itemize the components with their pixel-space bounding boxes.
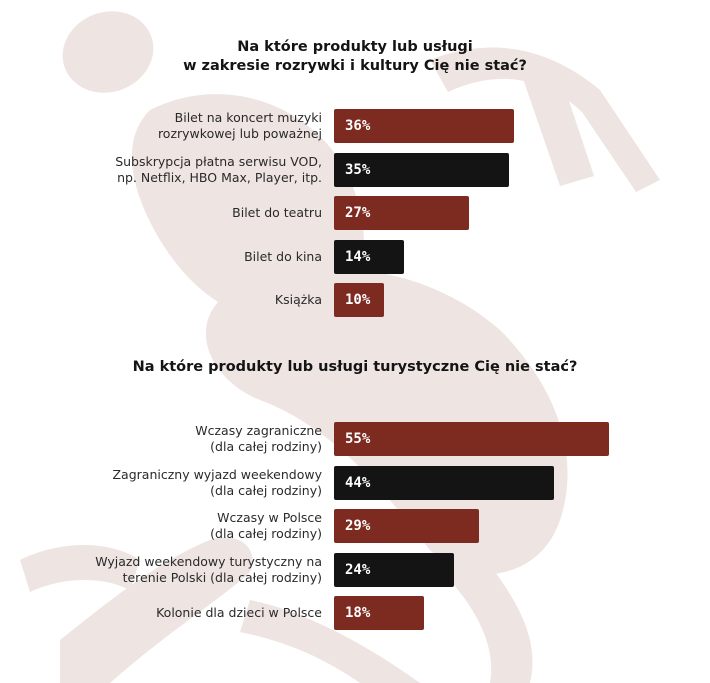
category-label: Bilet na koncert muzyki rozrywkowej lub p…: [2, 110, 322, 142]
category-label: Kolonie dla dzieci w Polsce: [2, 605, 322, 621]
category-label-line: (dla całej rodziny): [210, 483, 322, 498]
chart-title-line: w zakresie rozrywki i kultury Cię nie st…: [183, 58, 527, 74]
category-label: Wczasy w Polsce (dla całej rodziny): [2, 510, 322, 542]
bar: [334, 240, 404, 274]
category-label-line: rozrywkowej lub poważnej: [157, 126, 322, 141]
bar: [334, 109, 514, 143]
bar-value-label: 24%: [345, 562, 371, 578]
chart-title-2: Na które produkty lub usługi turystyczne…: [0, 358, 710, 377]
category-label-line: Bilet do kina: [244, 249, 322, 264]
bar-value-label: 27%: [345, 205, 371, 221]
bar-value-label: 36%: [345, 118, 371, 134]
bar: [334, 153, 509, 187]
bar: [334, 196, 469, 230]
bar-value-label: 44%: [345, 475, 371, 491]
category-label: Wyjazd weekendowy turystyczny na terenie …: [2, 554, 322, 586]
category-label-line: Wczasy zagraniczne: [195, 423, 322, 438]
bar-value-label: 55%: [345, 431, 371, 447]
category-label-line: Wyjazd weekendowy turystyczny na: [95, 554, 322, 569]
bar: [334, 596, 424, 630]
bar-value-label: 35%: [345, 162, 371, 178]
category-label: Bilet do teatru: [2, 205, 322, 221]
chart-title-1: Na które produkty lub usługi w zakresie r…: [0, 38, 710, 76]
bar-value-label: 10%: [345, 292, 371, 308]
category-label-line: Bilet na koncert muzyki: [174, 110, 322, 125]
bar: [334, 553, 454, 587]
category-label-line: Bilet do teatru: [232, 205, 322, 220]
category-label-line: Subskrypcja płatna serwisu VOD,: [115, 154, 322, 169]
category-label-line: Zagraniczny wyjazd weekendowy: [112, 467, 322, 482]
chart-title-line: Na które produkty lub usługi turystyczne…: [132, 359, 578, 375]
bar: [334, 509, 479, 543]
category-label-line: Książka: [274, 292, 322, 307]
bar-value-label: 29%: [345, 518, 371, 534]
chart-title-line: Na które produkty lub usługi: [237, 39, 473, 55]
category-label: Zagraniczny wyjazd weekendowy (dla całej …: [2, 467, 322, 499]
bar: [334, 422, 609, 456]
category-label-line: np. Netflix, HBO Max, Player, itp.: [117, 170, 322, 185]
category-label-line: terenie Polski (dla całej rodziny): [122, 570, 322, 585]
bar: [334, 466, 554, 500]
bar-value-label: 14%: [345, 249, 371, 265]
category-label: Książka: [2, 292, 322, 308]
category-label-line: Kolonie dla dzieci w Polsce: [156, 605, 322, 620]
category-label: Bilet do kina: [2, 249, 322, 265]
bar-value-label: 18%: [345, 605, 371, 621]
category-label: Subskrypcja płatna serwisu VOD, np. Netfl…: [2, 154, 322, 186]
bar: [334, 283, 384, 317]
category-label-line: (dla całej rodziny): [210, 526, 322, 541]
category-label-line: (dla całej rodziny): [210, 439, 322, 454]
category-label: Wczasy zagraniczne (dla całej rodziny): [2, 423, 322, 455]
category-label-line: Wczasy w Polsce: [217, 510, 322, 525]
